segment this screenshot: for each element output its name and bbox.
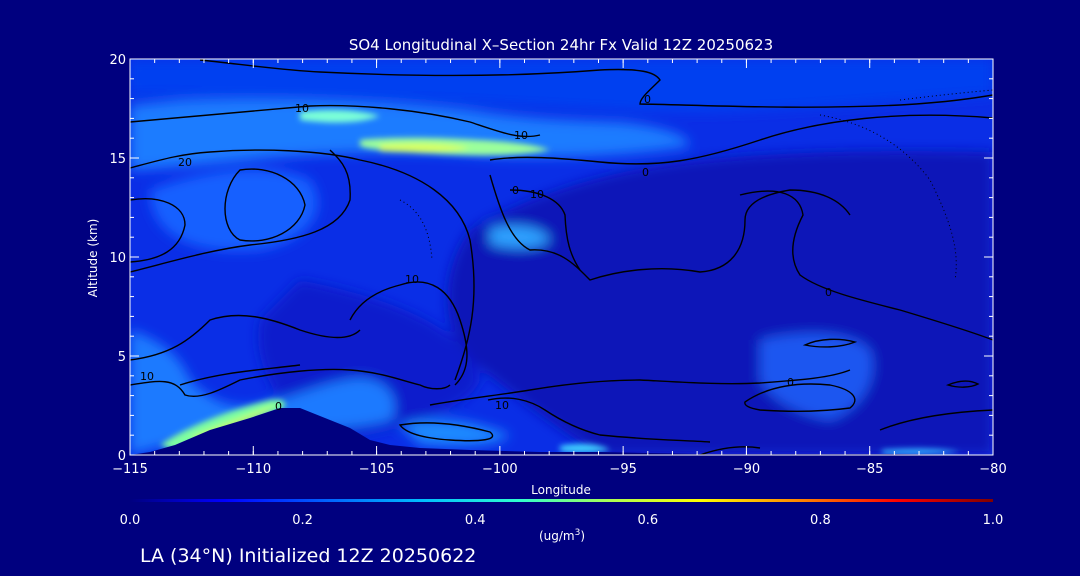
colorbar-tick-label: 0.0 [120,513,141,528]
contour-label: 10 [140,370,154,383]
x-axis-label: Longitude [531,483,591,497]
colorbar-tick-label: 1.0 [983,513,1004,528]
x-tick-label: −115 [112,462,148,477]
x-tick-label: −110 [235,462,271,477]
colorbar-tick-label: 0.6 [637,513,658,528]
colorbar-gradient [130,499,993,502]
y-tick-label: 15 [109,152,126,167]
contour-label: 20 [178,156,192,169]
colorbar: 0.0 0.2 0.4 0.6 0.8 1.0 (ug/m3) [120,499,1004,543]
x-tick-label: −105 [359,462,395,477]
x-tick-label: −85 [856,462,883,477]
colorbar-units-sup: 3 [575,528,581,538]
colorbar-tick-label: 0.4 [465,513,486,528]
contour-lines [130,59,993,455]
x-tick-label: −100 [482,462,518,477]
x-tick-label: −95 [609,462,636,477]
contour-label: 0 [642,166,649,179]
contour-dotted [399,89,993,281]
contour-label: 0 [825,286,832,299]
contour-label: 10 [405,273,419,286]
contour-label: 0 [644,93,651,106]
contour-label: 10 [530,188,544,201]
contour-label: 10 [495,399,509,412]
contour-label: 10 [295,102,309,115]
colorbar-units-main: (ug/m [539,529,575,543]
y-tick-label: 5 [118,350,126,365]
colorbar-units-suffix: ) [580,529,585,543]
terrain-mask [130,408,993,455]
chart-title: SO4 Longitudinal X–Section 24hr Fx Valid… [349,36,773,54]
x-tick-label: −90 [733,462,760,477]
colorbar-tick-label: 0.2 [292,513,313,528]
contour-label: 0 [275,400,282,413]
concentration-field [130,59,993,455]
location-footer: LA (34°N) Initialized 12Z 20250622 [140,545,476,567]
y-tick-label: 0 [118,449,126,464]
contour-labels: 10 10 20 0 10 10 0 0 10 10 0 0 0 [140,93,832,413]
contour-label: 0 [512,184,519,197]
colorbar-tick-label: 0.8 [810,513,831,528]
x-tick-label: −80 [979,462,1006,477]
colorbar-ticks: 0.0 0.2 0.4 0.6 0.8 1.0 [120,513,1004,528]
contour-label: 0 [787,376,794,389]
colorbar-units: (ug/m3) [539,528,585,543]
y-tick-label: 20 [109,53,126,68]
contour-label: 10 [514,129,528,142]
y-tick-label: 10 [109,251,126,266]
x-axis: −115 −110 −105 −100 −95 −90 −85 −80 [112,59,1007,477]
y-axis-label: Altitude (km) [86,219,100,298]
y-axis: 0 5 10 15 20 [109,53,993,464]
